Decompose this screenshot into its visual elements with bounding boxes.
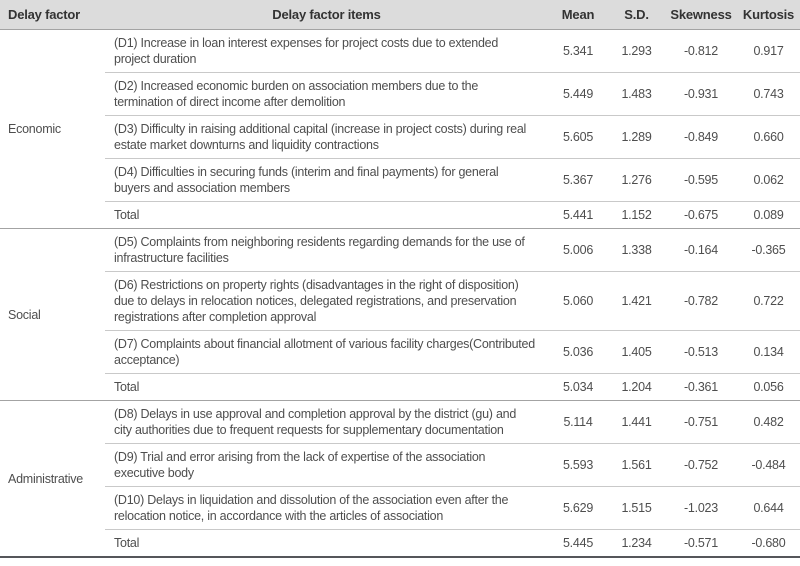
- table-row-d7: (D7) Complaints about financial allotmen…: [0, 330, 800, 374]
- kurtosis-value: 0.482: [737, 400, 800, 444]
- skewness-value: -0.751: [665, 400, 737, 444]
- skewness-value: -0.782: [665, 271, 737, 331]
- skewness-value: -0.595: [665, 158, 737, 202]
- kurtosis-value: -0.680: [737, 529, 800, 557]
- item-text-d3: (D3) Difficulty in raising additional ca…: [105, 115, 548, 159]
- sd-value: 1.204: [608, 373, 665, 401]
- item-text-d6: (D6) Restrictions on property rights (di…: [105, 271, 548, 331]
- item-text-d7: (D7) Complaints about financial allotmen…: [105, 330, 548, 374]
- mean-value: 5.114: [548, 400, 608, 444]
- table-row-d4: (D4) Difficulties in securing funds (int…: [0, 158, 800, 202]
- mean-value: 5.367: [548, 158, 608, 202]
- mean-value: 5.441: [548, 201, 608, 229]
- skewness-value: -0.849: [665, 115, 737, 159]
- mean-value: 5.593: [548, 443, 608, 487]
- table-row-d6: (D6) Restrictions on property rights (di…: [0, 271, 800, 331]
- column-header-mean: Mean: [548, 0, 608, 30]
- total-label: Total: [105, 201, 548, 229]
- column-header-skewness: Skewness: [665, 0, 737, 30]
- sd-value: 1.276: [608, 158, 665, 202]
- sd-value: 1.421: [608, 271, 665, 331]
- skewness-value: -0.752: [665, 443, 737, 487]
- column-header-kurtosis: Kurtosis: [737, 0, 800, 30]
- mean-value: 5.034: [548, 373, 608, 401]
- kurtosis-value: 0.134: [737, 330, 800, 374]
- column-header-delay-factor: Delay factor: [0, 0, 105, 30]
- sd-value: 1.152: [608, 201, 665, 229]
- total-label: Total: [105, 373, 548, 401]
- item-text-d10: (D10) Delays in liquidation and dissolut…: [105, 486, 548, 530]
- table-row-administrative-total: Total 5.445 1.234 -0.571 -0.680: [0, 529, 800, 557]
- mean-value: 5.629: [548, 486, 608, 530]
- kurtosis-value: 0.062: [737, 158, 800, 202]
- mean-value: 5.341: [548, 29, 608, 73]
- skewness-value: -0.931: [665, 72, 737, 116]
- kurtosis-value: 0.089: [737, 201, 800, 229]
- sd-value: 1.561: [608, 443, 665, 487]
- item-text-d2: (D2) Increased economic burden on associ…: [105, 72, 548, 116]
- column-header-sd: S.D.: [608, 0, 665, 30]
- sd-value: 1.234: [608, 529, 665, 557]
- item-text-d5: (D5) Complaints from neighboring residen…: [105, 228, 548, 272]
- mean-value: 5.449: [548, 72, 608, 116]
- kurtosis-value: 0.056: [737, 373, 800, 401]
- kurtosis-value: 0.743: [737, 72, 800, 116]
- column-header-delay-factor-items: Delay factor items: [105, 0, 548, 30]
- table-row-d2: (D2) Increased economic burden on associ…: [0, 72, 800, 116]
- mean-value: 5.605: [548, 115, 608, 159]
- sd-value: 1.289: [608, 115, 665, 159]
- kurtosis-value: 0.660: [737, 115, 800, 159]
- skewness-value: -0.571: [665, 529, 737, 557]
- mean-value: 5.036: [548, 330, 608, 374]
- skewness-value: -0.675: [665, 201, 737, 229]
- group-label-social: Social: [0, 228, 105, 401]
- table-row-economic-total: Total 5.441 1.152 -0.675 0.089: [0, 201, 800, 229]
- sd-value: 1.405: [608, 330, 665, 374]
- skewness-value: -0.812: [665, 29, 737, 73]
- kurtosis-value: 0.917: [737, 29, 800, 73]
- table-row-d1: Economic (D1) Increase in loan interest …: [0, 29, 800, 229]
- table-row-d9: (D9) Trial and error arising from the la…: [0, 443, 800, 487]
- kurtosis-value: 0.722: [737, 271, 800, 331]
- skewness-value: -0.361: [665, 373, 737, 401]
- table-row-d10: (D10) Delays in liquidation and dissolut…: [0, 486, 800, 530]
- item-text-d9: (D9) Trial and error arising from the la…: [105, 443, 548, 487]
- item-text-d8: (D8) Delays in use approval and completi…: [105, 400, 548, 444]
- skewness-value: -0.164: [665, 228, 737, 272]
- mean-value: 5.006: [548, 228, 608, 272]
- skewness-value: -0.513: [665, 330, 737, 374]
- group-label-economic: Economic: [0, 29, 105, 229]
- sd-value: 1.483: [608, 72, 665, 116]
- table-row-social-total: Total 5.034 1.204 -0.361 0.056: [0, 373, 800, 401]
- item-text-d4: (D4) Difficulties in securing funds (int…: [105, 158, 548, 202]
- total-label: Total: [105, 529, 548, 557]
- mean-value: 5.445: [548, 529, 608, 557]
- mean-value: 5.060: [548, 271, 608, 331]
- sd-value: 1.441: [608, 400, 665, 444]
- table-row-d5: Social (D5) Complaints from neighboring …: [0, 228, 800, 401]
- item-text-d1: (D1) Increase in loan interest expenses …: [105, 29, 548, 73]
- skewness-value: -1.023: [665, 486, 737, 530]
- table-row-d3: (D3) Difficulty in raising additional ca…: [0, 115, 800, 159]
- sd-value: 1.338: [608, 228, 665, 272]
- group-label-administrative: Administrative: [0, 400, 105, 557]
- sd-value: 1.293: [608, 29, 665, 73]
- kurtosis-value: -0.365: [737, 228, 800, 272]
- kurtosis-value: 0.644: [737, 486, 800, 530]
- table-row-d8: Administrative (D8) Delays in use approv…: [0, 400, 800, 557]
- header-row: Delay factor Delay factor items Mean S.D…: [0, 0, 800, 30]
- sd-value: 1.515: [608, 486, 665, 530]
- kurtosis-value: -0.484: [737, 443, 800, 487]
